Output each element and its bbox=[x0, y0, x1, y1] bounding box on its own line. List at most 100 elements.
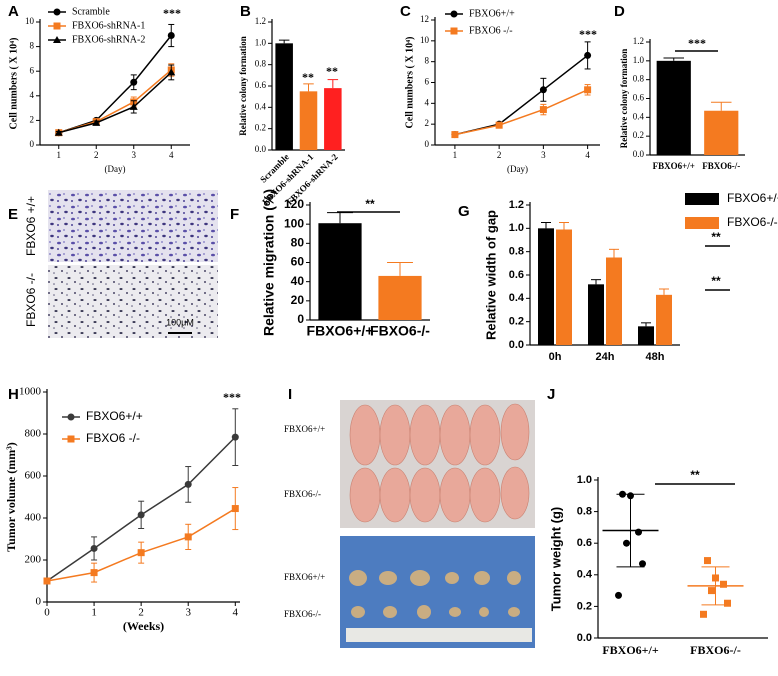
y-tick-label: 10 bbox=[420, 35, 430, 45]
y-axis-label: Relative colony formation bbox=[238, 36, 248, 135]
bar bbox=[324, 88, 342, 150]
y-tick-label: 6 bbox=[30, 65, 35, 75]
marker bbox=[137, 549, 145, 557]
bar bbox=[378, 275, 422, 320]
marker bbox=[495, 121, 503, 129]
y-tick-label: 600 bbox=[25, 470, 42, 482]
y-tick-label: 0.6 bbox=[577, 537, 592, 549]
x-axis-label: (Day) bbox=[507, 164, 528, 174]
y-tick-label: 1.2 bbox=[509, 199, 524, 211]
x-tick-label: 3 bbox=[132, 150, 137, 160]
marker bbox=[167, 68, 176, 76]
y-tick-label: 4 bbox=[30, 90, 35, 100]
marker bbox=[584, 51, 592, 59]
y-tick-label: 0.4 bbox=[633, 111, 645, 121]
y-tick-label: 1.0 bbox=[633, 55, 645, 65]
panel-letter: H bbox=[8, 386, 19, 403]
y-tick-label: 8 bbox=[30, 41, 35, 51]
marker bbox=[584, 86, 592, 94]
y-tick-label: 0.8 bbox=[577, 506, 592, 518]
y-tick-label: 0.2 bbox=[509, 316, 524, 328]
annotation: ** bbox=[365, 197, 375, 211]
y-tick-label: 0.8 bbox=[255, 59, 267, 69]
y-tick-label: 60 bbox=[291, 255, 305, 269]
y-tick-label: 0.0 bbox=[509, 339, 524, 351]
data-point bbox=[615, 591, 622, 599]
mouse-photo bbox=[340, 400, 535, 528]
legend-label: FBXO6-shRNA-2 bbox=[72, 34, 145, 45]
legend-marker bbox=[53, 36, 61, 43]
panel-letter: D bbox=[614, 3, 625, 20]
annotation: ** bbox=[690, 468, 700, 482]
x-tick-label: 2 bbox=[138, 607, 144, 619]
y-tick-label: 0.4 bbox=[255, 101, 267, 111]
x-tick-label: FBXO6+/+ bbox=[653, 161, 695, 171]
y-tick-label: 80 bbox=[291, 236, 305, 250]
data-point bbox=[639, 560, 646, 568]
x-axis-label: (Weeks) bbox=[123, 619, 164, 633]
y-tick-label: 0.4 bbox=[577, 569, 593, 581]
data-point bbox=[623, 539, 630, 547]
y-tick-label: 2 bbox=[30, 114, 35, 124]
bar bbox=[656, 294, 672, 345]
image-label: FBXO6 +/+ bbox=[24, 196, 38, 256]
y-tick-label: 20 bbox=[291, 293, 305, 307]
bar bbox=[556, 229, 572, 345]
y-axis-label: Relative migration (%) bbox=[261, 189, 277, 336]
marker bbox=[451, 131, 459, 139]
image-label: FBXO6 -/- bbox=[24, 273, 38, 327]
panel-letter: E bbox=[8, 206, 18, 223]
data-point bbox=[708, 587, 715, 595]
series-line bbox=[454, 54, 589, 136]
legend-marker bbox=[53, 8, 61, 16]
annotation: ** bbox=[711, 230, 721, 244]
x-tick-label: 24h bbox=[596, 351, 615, 363]
y-tick-label: 0.0 bbox=[577, 632, 592, 644]
legend-marker bbox=[53, 22, 61, 30]
y-axis-label: Cell numbers ( X 10⁴) bbox=[8, 38, 19, 130]
y-tick-label: 0.2 bbox=[633, 130, 644, 140]
legend-marker bbox=[450, 27, 458, 35]
y-tick-label: 1000 bbox=[19, 386, 42, 398]
y-tick-label: 1.0 bbox=[509, 222, 524, 234]
y-tick-label: 120 bbox=[284, 197, 304, 211]
y-tick-label: 1.2 bbox=[255, 16, 266, 26]
x-tick-label: 3 bbox=[185, 607, 191, 619]
marker bbox=[231, 505, 239, 513]
x-tick-label: FBXO6-/- bbox=[690, 643, 741, 657]
legend-label: FBXO6-/- bbox=[727, 215, 778, 229]
y-tick-label: 0.6 bbox=[633, 93, 645, 103]
marker bbox=[184, 533, 192, 541]
x-tick-label: 0h bbox=[549, 351, 562, 363]
legend-label: FBXO6 -/- bbox=[469, 25, 513, 36]
marker bbox=[90, 569, 98, 577]
marker bbox=[129, 102, 138, 110]
y-tick-label: 0.0 bbox=[255, 144, 267, 154]
marker bbox=[43, 577, 51, 585]
image-label: FBXO6+/+ bbox=[284, 572, 325, 582]
panel-letter: B bbox=[240, 3, 251, 20]
x-tick-label: 3 bbox=[541, 150, 546, 160]
x-tick-label: 4 bbox=[233, 607, 239, 619]
y-tick-label: 800 bbox=[25, 428, 42, 440]
y-tick-label: 2 bbox=[425, 118, 430, 128]
marker bbox=[90, 544, 98, 552]
data-point bbox=[720, 580, 727, 588]
legend-swatch bbox=[685, 217, 719, 229]
annotation: *** bbox=[163, 6, 181, 20]
y-tick-label: 0.4 bbox=[509, 292, 525, 304]
marker bbox=[184, 480, 192, 488]
tumor-photo bbox=[340, 536, 535, 648]
series-line bbox=[454, 89, 588, 136]
marker bbox=[539, 86, 547, 94]
y-tick-label: 100 bbox=[284, 216, 304, 230]
y-tick-label: 0 bbox=[30, 139, 35, 149]
marker bbox=[167, 32, 175, 40]
x-tick-label: 2 bbox=[497, 150, 502, 160]
annotation: ** bbox=[711, 274, 721, 288]
x-tick-label: FBXO6-/- bbox=[370, 323, 430, 339]
x-tick-label: 1 bbox=[453, 150, 458, 160]
y-tick-label: 12 bbox=[420, 14, 429, 24]
annotation: *** bbox=[223, 390, 241, 404]
bar bbox=[318, 223, 362, 320]
